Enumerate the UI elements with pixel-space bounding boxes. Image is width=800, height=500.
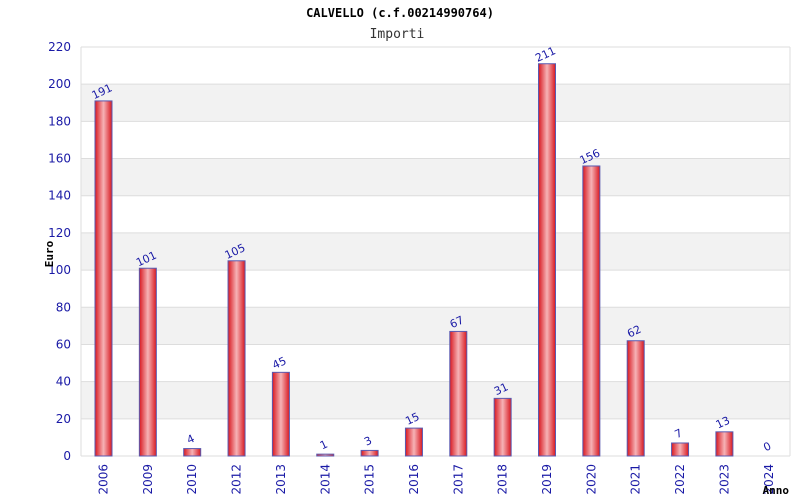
x-axis-label: Anno [763, 484, 790, 497]
x-tick-label: 2022 [673, 464, 687, 495]
x-tick-label: 2018 [496, 464, 510, 495]
data-label: 3 [362, 434, 374, 449]
bar [538, 63, 556, 457]
grid-band [81, 84, 790, 122]
x-tick-label: 2012 [230, 464, 244, 495]
bar [316, 453, 335, 457]
y-tick-label: 200 [48, 77, 71, 91]
grid-band [81, 344, 790, 382]
data-label: 15 [403, 410, 421, 428]
x-tick-label: 2015 [363, 464, 377, 495]
y-tick-label: 140 [48, 189, 71, 203]
grid-band [81, 121, 790, 159]
plot-grid [80, 46, 791, 457]
data-label: 31 [492, 380, 510, 398]
grid-band [81, 270, 790, 308]
x-tick-label: 2014 [318, 464, 332, 495]
data-label: 1 [318, 438, 330, 453]
data-label: 13 [714, 414, 732, 432]
x-tick-label: 2006 [97, 464, 111, 495]
y-tick-label: 80 [56, 300, 71, 314]
y-tick-label: 100 [48, 263, 71, 277]
data-label: 7 [673, 426, 685, 441]
bar [94, 100, 113, 457]
bar [715, 431, 734, 457]
bar [404, 427, 423, 457]
chart-subtitle: Importi [370, 27, 425, 42]
x-tick-label: 2020 [584, 464, 598, 495]
grid-band [81, 158, 790, 196]
y-tick-label: 120 [48, 226, 71, 240]
y-tick-label: 160 [48, 152, 71, 166]
data-label: 0 [761, 439, 773, 454]
chart-title: CALVELLO (c.f.00214990764) [306, 6, 494, 20]
x-axis-ticks: 2006 2009 2010 2012 2013 2014 2015 2016 2017 2018… [97, 464, 776, 495]
y-tick-label: 220 [48, 40, 71, 54]
x-tick-label: 2024 [762, 464, 776, 495]
bar [227, 260, 246, 457]
y-axis-ticks: 0 20 40 60 80 100 120 140 160 180 200 220 [48, 40, 71, 463]
y-tick-label: 180 [48, 114, 71, 128]
bar [360, 449, 379, 457]
x-tick-label: 2023 [717, 464, 731, 495]
bar [493, 397, 512, 457]
bar [138, 267, 157, 457]
grid-band [81, 47, 790, 85]
bar [183, 448, 202, 457]
x-tick-label: 2013 [274, 464, 288, 495]
y-tick-label: 40 [56, 375, 71, 389]
bar [671, 442, 690, 457]
x-tick-label: 2016 [407, 464, 421, 495]
grid-band [81, 307, 790, 345]
data-label: 67 [448, 313, 466, 331]
data-label: 45 [270, 354, 288, 372]
x-tick-label: 2009 [141, 464, 155, 495]
bar [449, 330, 468, 457]
x-tick-label: 2019 [540, 464, 554, 495]
data-label: 4 [185, 432, 197, 447]
grid-band [81, 195, 790, 233]
y-axis-label: Euro [43, 240, 56, 267]
bar [582, 165, 601, 457]
x-tick-label: 2021 [629, 464, 643, 495]
bar [271, 371, 290, 457]
data-label: 62 [625, 323, 643, 341]
x-tick-label: 2017 [451, 464, 465, 495]
grid-band [81, 232, 790, 271]
y-tick-label: 60 [56, 337, 71, 351]
y-tick-label: 0 [63, 449, 71, 463]
y-tick-label: 20 [56, 412, 71, 426]
grid-band [81, 381, 790, 419]
x-tick-label: 2010 [185, 464, 199, 495]
bar [626, 340, 645, 457]
